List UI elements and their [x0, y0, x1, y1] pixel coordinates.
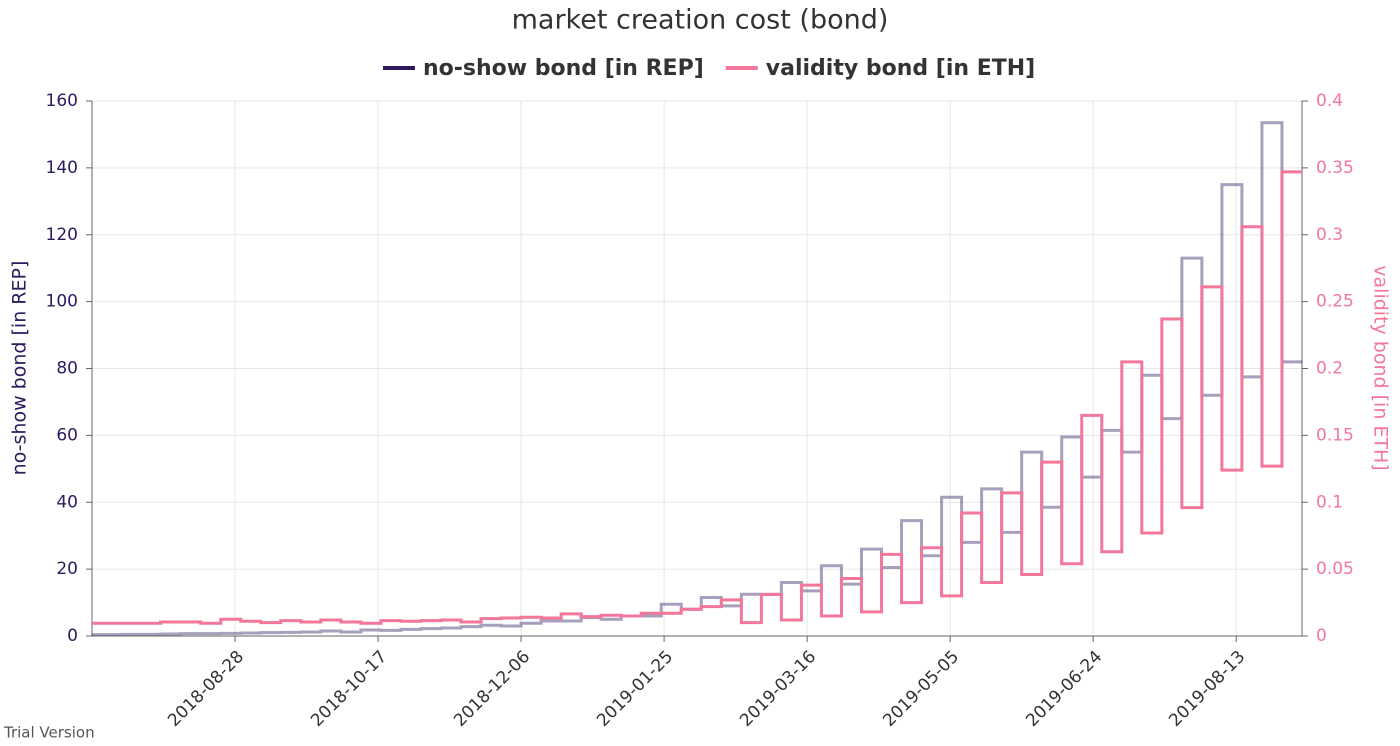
- y-tick-label: 160: [46, 91, 78, 111]
- y2-tick-label: 0: [1316, 626, 1327, 646]
- y2-axis-title: validity bond [in ETH]: [1370, 265, 1392, 470]
- y2-tick-label: 0.25: [1316, 292, 1354, 312]
- y-tick-label: 40: [56, 492, 78, 512]
- y-tick-label: 20: [56, 559, 78, 579]
- x-tick-label: 2018-12-06: [450, 647, 534, 731]
- series-line: [92, 121, 1302, 636]
- legend-label: validity bond [in ETH]: [766, 56, 1035, 81]
- y-axis-title: no-show bond [in REP]: [9, 261, 31, 476]
- y2-tick-label: 0.15: [1316, 425, 1354, 445]
- legend: no-show bond [in REP] validity bond [in E…: [383, 56, 1035, 81]
- y-tick-label: 120: [46, 225, 78, 245]
- y2-tick-label: 0.05: [1316, 559, 1354, 579]
- x-tick-label: 2019-03-16: [736, 647, 820, 731]
- y2-tick-label: 0.2: [1316, 359, 1343, 379]
- watermark: Trial Version: [3, 724, 95, 742]
- y2-tick-label: 0.4: [1316, 91, 1343, 111]
- y2-tick-label: 0.35: [1316, 158, 1354, 178]
- x-tick-label: 2018-10-17: [307, 647, 391, 731]
- x-tick-label: 2019-06-24: [1022, 647, 1106, 731]
- x-tick-label: 2019-01-25: [593, 647, 677, 731]
- chart-title: market creation cost (bond): [512, 5, 889, 36]
- y-tick-label: 100: [46, 292, 78, 312]
- x-tick-label: 2019-05-05: [879, 647, 963, 731]
- legend-label: no-show bond [in REP]: [423, 56, 704, 81]
- y-tick-label: 140: [46, 158, 78, 178]
- x-tick-label: 2019-08-13: [1165, 647, 1249, 731]
- x-tick-label: 2018-08-28: [164, 647, 248, 731]
- y-tick-label: 80: [56, 359, 78, 379]
- series-line: [92, 170, 1302, 625]
- y2-tick-label: 0.1: [1316, 492, 1343, 512]
- y-tick-label: 60: [56, 425, 78, 445]
- y2-tick-label: 0.3: [1316, 225, 1343, 245]
- y-tick-label: 0: [67, 626, 78, 646]
- plot-area: [92, 121, 1302, 636]
